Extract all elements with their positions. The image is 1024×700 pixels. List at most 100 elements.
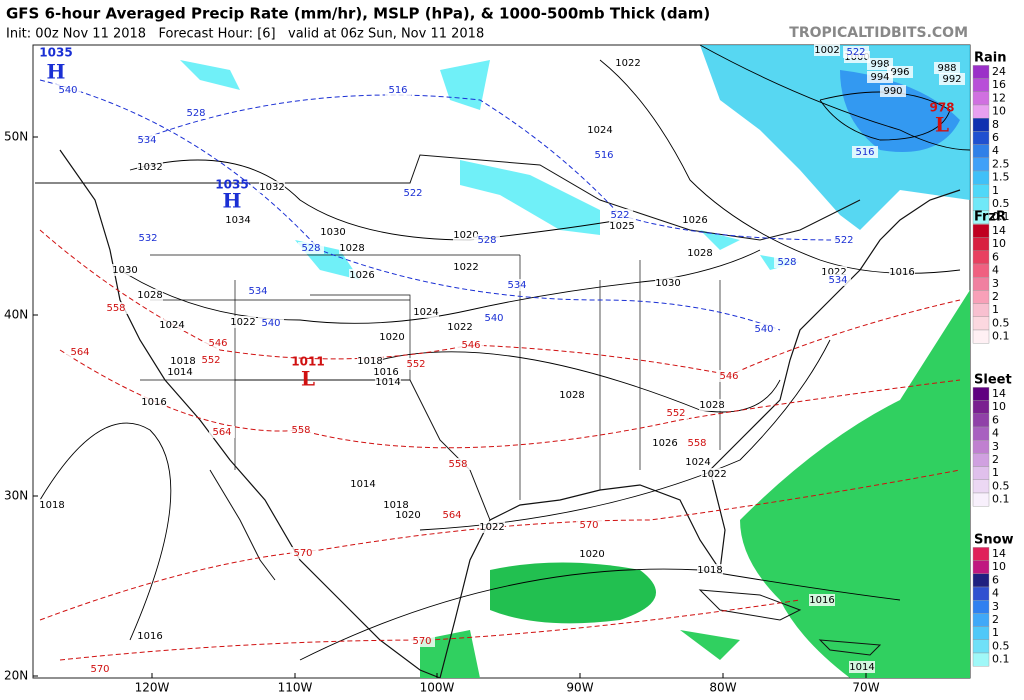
contour-label: 516 (388, 85, 407, 96)
contour-label-bg (137, 289, 163, 301)
legend-swatch (972, 157, 990, 172)
contour-label: 1022 (479, 522, 504, 533)
contour-label: 546 (208, 338, 227, 349)
pressure-symbol: L (935, 113, 949, 137)
contour-label-bg (403, 358, 429, 370)
contour-label-bg (474, 234, 500, 246)
contour-label: 1014 (375, 377, 400, 388)
legend-label: 14 (992, 224, 1006, 237)
legend-swatch (972, 290, 990, 304)
legend-swatch (972, 626, 990, 640)
contour-label: 534 (507, 280, 526, 291)
contour-label-bg (458, 339, 484, 351)
contour-label-bg (350, 478, 376, 490)
contour-label-bg (198, 354, 224, 366)
contour-label: 552 (666, 408, 685, 419)
contour-label: 534 (828, 275, 847, 286)
contour-label: 534 (248, 286, 267, 297)
legend-label: 6 (992, 573, 999, 586)
contour-label-bg (934, 62, 960, 74)
contour-label: 534 (137, 135, 156, 146)
contour-label: 1024 (685, 457, 710, 468)
legend-label: 1.5 (992, 171, 1010, 184)
legend-swatch (972, 466, 990, 481)
contour-label: 528 (301, 243, 320, 254)
longitude-label: 70W (852, 681, 879, 695)
contour-label-bg (814, 44, 840, 56)
contour-label: 1014 (167, 367, 192, 378)
longitude-label: 120W (135, 681, 170, 695)
contour-label: 998 (870, 59, 889, 70)
legend-swatch (972, 303, 990, 318)
contour-label: 1026 (652, 438, 677, 449)
contour-label: 1002 (814, 45, 839, 56)
contour-label-bg (887, 66, 913, 78)
rain-area (490, 562, 656, 624)
legend-swatch (972, 600, 990, 614)
legend-label: 0.1 (992, 653, 1010, 666)
contour-label: 994 (870, 72, 889, 83)
contour-label: 1016 (137, 631, 162, 642)
legend-swatch (972, 547, 990, 561)
contour-label: 1030 (655, 278, 680, 289)
contour-label-bg (481, 312, 507, 324)
contour-label: 1030 (112, 265, 137, 276)
contour-label-bg (383, 499, 409, 511)
contour-label: 570 (293, 548, 312, 559)
contour-label: 540 (261, 318, 280, 329)
legend-swatch (972, 573, 990, 588)
contour-label-bg (87, 663, 113, 675)
contour-label-bg (298, 242, 324, 254)
contour-label-bg (453, 229, 479, 241)
contour-label-bg (697, 564, 723, 576)
legend-title: Snow (974, 533, 1014, 548)
rain-area (740, 290, 970, 678)
legend-label: 10 (992, 560, 1006, 573)
contour-label-bg (447, 321, 473, 333)
contour-label-bg (439, 509, 465, 521)
contour-label-bg (852, 146, 878, 158)
contour-label: 1016 (373, 367, 398, 378)
contour-label: 1020 (379, 332, 404, 343)
pressure-symbol: H (223, 189, 242, 213)
contour-label: 1032 (137, 162, 162, 173)
contour-label: 1024 (159, 320, 184, 331)
legend-title: Rain (974, 51, 1007, 66)
legend-swatch (972, 613, 990, 627)
contour-label: 1022 (615, 58, 640, 69)
contour-label: 1022 (821, 267, 846, 278)
legend-swatch (972, 492, 990, 507)
contour-label-bg (687, 247, 713, 259)
contour-label-bg (141, 396, 167, 408)
contour-label-bg (135, 232, 161, 244)
legend-swatch (972, 263, 990, 278)
contour-label: 546 (461, 340, 480, 351)
legend-label: 10 (992, 400, 1006, 413)
legend-swatch (972, 144, 990, 159)
legend-swatch (972, 104, 990, 119)
legend-swatch (972, 316, 990, 331)
legend-swatch (972, 426, 990, 441)
contour-label: 558 (291, 425, 310, 436)
contour-label-bg (684, 437, 710, 449)
contour-label-bg (137, 161, 163, 173)
rain-area (420, 630, 740, 678)
legend-swatch (972, 639, 990, 654)
legend-swatch (972, 479, 990, 494)
contour-label-bg (103, 302, 129, 314)
contour-label: 988 (937, 63, 956, 74)
contour-label: 1032 (259, 182, 284, 193)
longitude-label: 110W (278, 681, 313, 695)
contour-label-bg (230, 316, 256, 328)
contour-label-bg (682, 214, 708, 226)
legend-label: 0.5 (992, 316, 1010, 329)
contour-label: 1030 (320, 227, 345, 238)
contour-label: 1028 (559, 390, 584, 401)
contour-label-bg (183, 107, 209, 119)
contour-label-bg (400, 187, 426, 199)
contour-label: 1020 (453, 230, 478, 241)
legend-swatch (972, 183, 990, 198)
contour-label: 1026 (349, 270, 374, 281)
contour-label-bg (39, 499, 65, 511)
legend-label: 0.5 (992, 639, 1010, 652)
